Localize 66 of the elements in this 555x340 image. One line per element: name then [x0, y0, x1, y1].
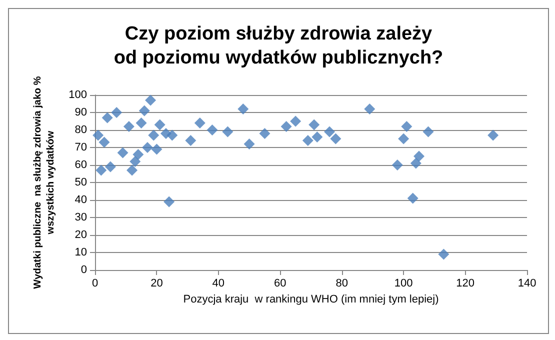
chart-title: Czy poziom służby zdrowia zależy od poziomu wydatków publicznych?: [114, 24, 444, 68]
point: [302, 135, 314, 146]
point: [185, 135, 196, 146]
point: [117, 147, 128, 158]
point: [398, 133, 410, 144]
y-tick-label: 0: [80, 264, 87, 276]
point: [401, 121, 412, 132]
x-tick-label: 100: [394, 278, 413, 290]
point: [194, 118, 206, 128]
point: [123, 121, 134, 132]
y-tick-label: 100: [68, 89, 87, 101]
point: [142, 142, 153, 153]
point: [244, 138, 255, 150]
point: [410, 158, 422, 169]
point: [238, 104, 249, 114]
y-tick-label: 50: [74, 176, 87, 188]
point: [259, 128, 270, 139]
y-tick-label: 70: [74, 142, 87, 154]
point: [111, 107, 122, 118]
point: [330, 133, 342, 144]
point: [312, 132, 323, 142]
point: [102, 112, 113, 124]
point: [290, 116, 302, 127]
point: [438, 248, 450, 260]
point: [206, 124, 218, 136]
point: [414, 150, 424, 162]
point: [130, 156, 141, 167]
x-tick-label: 60: [274, 278, 286, 290]
point: [222, 126, 234, 138]
point: [280, 121, 292, 132]
point: [422, 126, 434, 138]
y-tick-label: 40: [74, 194, 87, 206]
x-tick-label: 20: [150, 278, 163, 290]
point: [98, 136, 110, 148]
point: [104, 161, 116, 172]
y-tick-label: 80: [74, 124, 87, 136]
point: [407, 192, 418, 204]
point: [136, 118, 147, 128]
point: [392, 160, 403, 170]
y-tick-label: 30: [74, 212, 87, 224]
y-tick-label: 60: [74, 159, 87, 171]
x-axis-title: Pozycja kraju w rankingu WHO (im mniej tym lepiej): [183, 294, 439, 306]
point: [96, 164, 107, 176]
y-tick-label: 20: [74, 229, 87, 241]
x-tick-label: 40: [212, 278, 225, 290]
point: [154, 119, 166, 130]
point: [364, 104, 376, 114]
point: [92, 130, 104, 141]
point: [145, 94, 156, 106]
point: [148, 130, 160, 141]
point: [151, 144, 162, 155]
point: [308, 119, 320, 130]
x-tick-label: 0: [92, 278, 98, 290]
point: [132, 149, 144, 160]
x-tick-label: 80: [336, 278, 348, 290]
point: [166, 130, 178, 141]
x-tick-label: 140: [518, 278, 536, 290]
x-tick-label: 120: [456, 278, 474, 290]
y-tick-label: 10: [74, 246, 87, 258]
point: [138, 105, 150, 116]
point: [164, 196, 175, 208]
point: [324, 126, 336, 138]
point: [488, 130, 499, 141]
y-tick-label: 90: [74, 106, 87, 118]
y-axis-title: Wydatki publiczne na służbę zdrowia jako % wszystkich wydatków: [32, 76, 57, 289]
point: [126, 164, 138, 176]
